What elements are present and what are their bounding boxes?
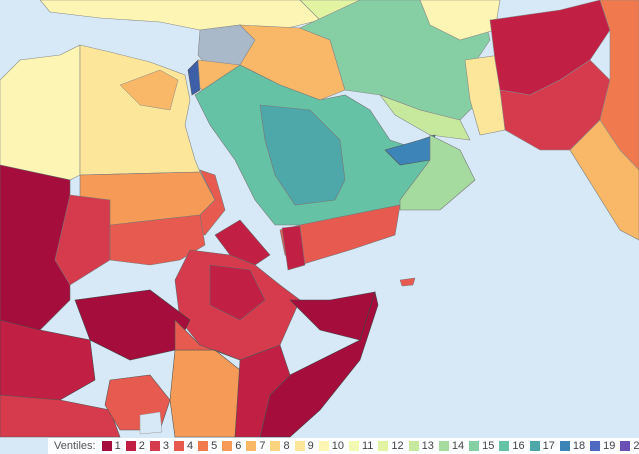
legend-item[interactable]: 7 bbox=[246, 440, 265, 452]
legend-item[interactable]: 15 bbox=[469, 440, 494, 452]
legend-item[interactable]: 4 bbox=[173, 440, 194, 452]
legend-label: 8 bbox=[283, 440, 290, 452]
legend-item[interactable]: 10 bbox=[318, 440, 344, 452]
region-saudi-central[interactable] bbox=[259, 104, 346, 206]
legend-swatch bbox=[378, 441, 389, 451]
region-car[interactable] bbox=[0, 319, 96, 401]
region-iran-east[interactable] bbox=[464, 54, 506, 136]
legend-swatch bbox=[270, 441, 281, 451]
legend-swatch bbox=[173, 441, 184, 451]
legend-label: 6 bbox=[235, 440, 242, 452]
region-yemen-west[interactable] bbox=[281, 225, 306, 271]
region-india-south[interactable] bbox=[569, 119, 639, 241]
legend-swatch bbox=[246, 441, 257, 451]
legend-label: 11 bbox=[361, 440, 374, 452]
region-lake-victoria bbox=[139, 411, 163, 435]
region-congo[interactable] bbox=[0, 394, 121, 438]
legend-item[interactable]: 13 bbox=[408, 440, 434, 452]
legend-label: 10 bbox=[331, 440, 344, 452]
legend-item[interactable]: 11 bbox=[348, 440, 374, 452]
legend-swatch bbox=[125, 441, 136, 451]
region-chad[interactable] bbox=[0, 164, 71, 331]
legend-item[interactable]: 18 bbox=[559, 440, 586, 452]
map-legend: Ventiles: 1 2 3 4 5 6 7 8 9 10 11 12 13 14 15 16 17 18 19 2… bbox=[48, 438, 639, 454]
region-sudan-west[interactable] bbox=[54, 194, 111, 286]
region-sudan-central[interactable] bbox=[109, 214, 206, 266]
legend-item[interactable]: 8 bbox=[270, 440, 290, 452]
legend-swatch bbox=[198, 441, 209, 451]
legend-item[interactable]: 3 bbox=[149, 440, 169, 452]
region-iran-northeast[interactable] bbox=[419, 0, 501, 41]
legend-label: 18 bbox=[572, 440, 586, 452]
legend-swatch bbox=[348, 441, 359, 451]
legend-label: 1 bbox=[114, 440, 121, 452]
legend-item[interactable]: 19 bbox=[590, 440, 615, 452]
legend-item[interactable]: 9 bbox=[294, 440, 314, 452]
legend-swatch bbox=[101, 441, 112, 451]
legend-items: 1234567891011121314151617181920 bbox=[101, 440, 639, 452]
region-israel[interactable] bbox=[187, 59, 201, 96]
legend-swatch bbox=[222, 441, 233, 451]
legend-label: 9 bbox=[307, 440, 314, 452]
region-egypt-delta[interactable] bbox=[119, 69, 179, 111]
region-ethiopia-central[interactable] bbox=[209, 264, 266, 321]
region-iran-south[interactable] bbox=[379, 94, 471, 141]
legend-swatch bbox=[294, 441, 305, 451]
legend-label: 7 bbox=[259, 440, 266, 452]
legend-label: 17 bbox=[542, 440, 555, 452]
region-oman[interactable] bbox=[399, 134, 476, 211]
region-eritrea[interactable] bbox=[214, 219, 271, 266]
legend-label: 20 bbox=[633, 440, 639, 452]
region-kenya-east[interactable] bbox=[234, 344, 291, 438]
legend-item[interactable]: 14 bbox=[438, 440, 465, 452]
legend-swatch bbox=[559, 441, 570, 451]
legend-label: 13 bbox=[421, 440, 434, 452]
legend-item[interactable]: 20 bbox=[620, 440, 639, 452]
legend-label: 19 bbox=[603, 440, 616, 452]
legend-swatch bbox=[469, 441, 480, 451]
legend-item[interactable]: 5 bbox=[198, 440, 217, 452]
legend-swatch bbox=[438, 441, 449, 451]
legend-item[interactable]: 6 bbox=[222, 440, 241, 452]
legend-label: 15 bbox=[482, 440, 495, 452]
legend-item[interactable]: 12 bbox=[378, 440, 404, 452]
region-socotra[interactable] bbox=[399, 277, 416, 287]
legend-item[interactable]: 16 bbox=[499, 440, 525, 452]
legend-title: Ventiles: bbox=[54, 440, 96, 452]
legend-swatch bbox=[149, 441, 160, 451]
legend-swatch bbox=[529, 441, 540, 451]
legend-label: 16 bbox=[512, 440, 525, 452]
legend-label: 2 bbox=[138, 440, 145, 452]
legend-swatch bbox=[318, 441, 329, 451]
legend-label: 5 bbox=[211, 440, 218, 452]
legend-label: 3 bbox=[162, 440, 169, 452]
legend-swatch bbox=[590, 441, 601, 451]
legend-item[interactable]: 2 bbox=[125, 440, 145, 452]
legend-item[interactable]: 1 bbox=[101, 440, 121, 452]
legend-label: 4 bbox=[186, 440, 194, 452]
legend-swatch bbox=[499, 441, 510, 451]
legend-item[interactable]: 17 bbox=[529, 440, 555, 452]
region-ethiopia-south[interactable] bbox=[174, 319, 241, 361]
legend-label: 12 bbox=[391, 440, 404, 452]
legend-label: 14 bbox=[451, 440, 465, 452]
legend-swatch bbox=[620, 441, 631, 451]
region-kenya-west[interactable] bbox=[169, 349, 241, 438]
legend-swatch bbox=[408, 441, 419, 451]
